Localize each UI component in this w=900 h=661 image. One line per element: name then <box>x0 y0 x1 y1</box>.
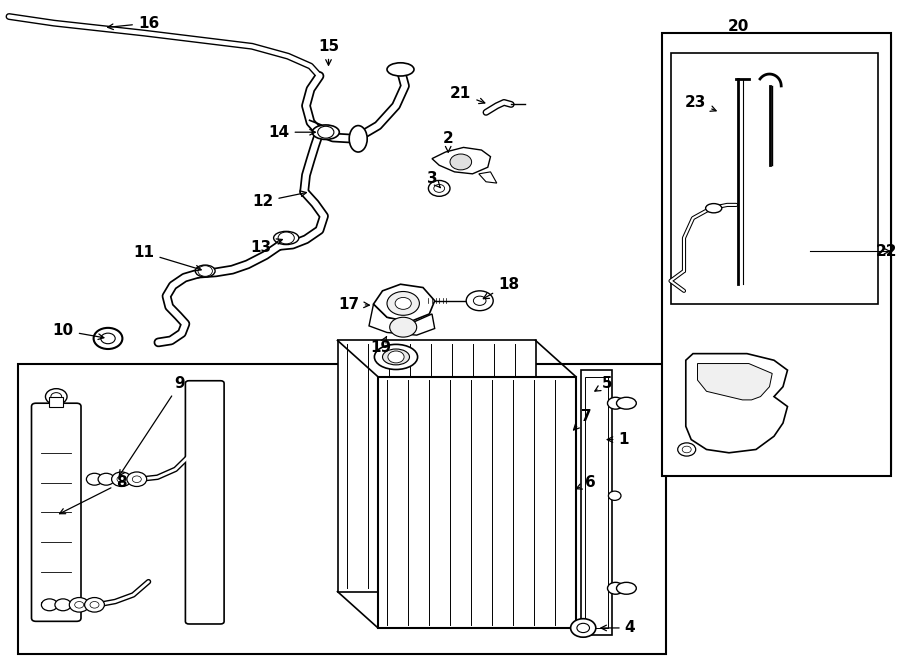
Circle shape <box>678 443 696 456</box>
Bar <box>18 364 666 654</box>
Circle shape <box>85 598 104 612</box>
Text: 3: 3 <box>427 171 440 188</box>
Polygon shape <box>686 354 788 453</box>
Circle shape <box>608 397 624 409</box>
Bar <box>585 377 608 628</box>
Text: 2: 2 <box>443 132 454 152</box>
Circle shape <box>98 473 114 485</box>
FancyBboxPatch shape <box>185 381 224 624</box>
Bar <box>49 397 63 407</box>
Circle shape <box>390 317 417 337</box>
Text: 1: 1 <box>608 432 629 447</box>
Circle shape <box>395 297 411 309</box>
Bar <box>670 53 878 304</box>
Circle shape <box>127 472 147 486</box>
Bar <box>580 370 612 635</box>
Circle shape <box>608 582 624 594</box>
Text: 14: 14 <box>268 125 315 139</box>
Text: 8: 8 <box>59 475 127 514</box>
Polygon shape <box>374 284 435 322</box>
Circle shape <box>112 472 131 486</box>
Circle shape <box>466 291 493 311</box>
Text: 12: 12 <box>252 191 306 209</box>
Text: 22: 22 <box>876 244 897 258</box>
Text: 16: 16 <box>108 16 159 30</box>
Ellipse shape <box>195 265 215 277</box>
Ellipse shape <box>312 125 339 139</box>
Text: 15: 15 <box>318 39 339 65</box>
Circle shape <box>86 473 103 485</box>
Ellipse shape <box>387 63 414 76</box>
Ellipse shape <box>274 231 299 245</box>
Polygon shape <box>432 147 491 174</box>
Circle shape <box>94 328 122 349</box>
Polygon shape <box>698 364 772 400</box>
Ellipse shape <box>382 349 410 365</box>
Text: 5: 5 <box>595 376 613 391</box>
Circle shape <box>473 296 486 305</box>
Ellipse shape <box>616 582 636 594</box>
Circle shape <box>608 491 621 500</box>
Ellipse shape <box>349 126 367 152</box>
Text: 21: 21 <box>450 87 485 104</box>
Text: 11: 11 <box>133 245 202 271</box>
Circle shape <box>55 599 71 611</box>
Text: 9: 9 <box>120 376 185 476</box>
Text: 4: 4 <box>601 621 635 635</box>
Text: 13: 13 <box>250 239 283 255</box>
Circle shape <box>75 602 84 608</box>
Circle shape <box>50 393 61 401</box>
Text: 10: 10 <box>53 323 104 340</box>
Text: 23: 23 <box>685 95 716 111</box>
Text: 19: 19 <box>370 336 392 354</box>
Circle shape <box>117 476 126 483</box>
Circle shape <box>428 180 450 196</box>
Text: 18: 18 <box>483 277 519 299</box>
Polygon shape <box>369 304 435 335</box>
Ellipse shape <box>616 397 636 409</box>
Circle shape <box>101 333 115 344</box>
Circle shape <box>577 623 590 633</box>
Circle shape <box>90 602 99 608</box>
Circle shape <box>388 351 404 363</box>
Polygon shape <box>479 172 497 183</box>
Ellipse shape <box>374 344 418 369</box>
Circle shape <box>45 389 67 405</box>
Circle shape <box>387 292 419 315</box>
Circle shape <box>318 126 334 138</box>
Circle shape <box>69 598 89 612</box>
Circle shape <box>450 154 472 170</box>
Bar <box>378 377 576 628</box>
Bar <box>338 340 536 592</box>
Text: 6: 6 <box>576 475 596 490</box>
Text: 20: 20 <box>727 19 749 34</box>
Bar <box>662 33 891 476</box>
Circle shape <box>132 476 141 483</box>
Circle shape <box>434 184 445 192</box>
Circle shape <box>41 599 58 611</box>
Circle shape <box>571 619 596 637</box>
Ellipse shape <box>706 204 722 213</box>
Text: 7: 7 <box>573 409 592 430</box>
Text: 17: 17 <box>338 297 369 311</box>
FancyBboxPatch shape <box>32 403 81 621</box>
